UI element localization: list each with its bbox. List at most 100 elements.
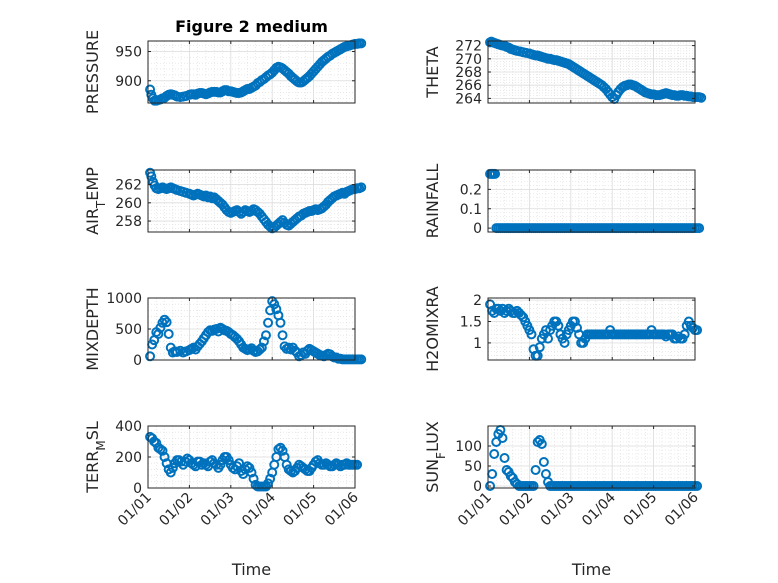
data-point <box>356 182 367 193</box>
x-tick-label: 01/02 <box>156 490 196 530</box>
data-point <box>489 449 500 459</box>
y-axis-label: AIRTEMP <box>83 167 108 235</box>
axes-box <box>147 169 356 233</box>
data-point <box>509 307 520 318</box>
y-tick-label: 100 <box>455 439 482 455</box>
x-tick-label: 01/02 <box>496 490 536 530</box>
data-point <box>258 336 269 347</box>
y-axis-label: TERRMSL <box>83 421 108 494</box>
data-point <box>165 467 176 478</box>
subplot-pressure: 900 950 PRESSURE Figure 2 medium <box>83 17 367 114</box>
y-axis-label-part: TERR <box>83 451 102 494</box>
y-tick-label: 268 <box>455 65 482 81</box>
y-tick-label: 0.2 <box>460 182 482 198</box>
y-tick-label: 264 <box>455 91 482 107</box>
data-point <box>159 314 170 325</box>
y-tick-label: 0 <box>473 479 482 495</box>
x-tick-label: 01/05 <box>281 490 321 530</box>
data-point <box>499 453 510 463</box>
subplot-rainfall: 0 0.1 0.2 RAINFALL <box>423 164 705 239</box>
y-axis-label-part: MIXDEPTH <box>83 287 102 370</box>
y-tick-label: 1000 <box>106 291 142 307</box>
y-axis-label: THETA <box>423 46 442 98</box>
axes-box <box>487 297 696 361</box>
y-tick-label: 400 <box>115 419 142 435</box>
data-point <box>260 330 271 341</box>
data-point <box>671 333 682 344</box>
data-point <box>155 322 166 333</box>
data-point <box>163 328 174 339</box>
data-point <box>553 320 564 331</box>
x-tick-label: 01/03 <box>198 490 238 530</box>
data-point <box>275 317 286 328</box>
y-axis-label-part: SL <box>83 421 102 440</box>
x-tick-label: 01/03 <box>538 490 578 530</box>
data-point <box>526 329 537 340</box>
data-point <box>485 481 496 491</box>
axes-box <box>147 40 356 104</box>
data-point <box>256 342 267 353</box>
data-point <box>145 351 156 362</box>
data-point <box>246 467 257 478</box>
y-axis-label-part: H2OMIXRA <box>423 286 442 372</box>
data-point <box>696 92 707 103</box>
subplot-air_temp: 258 260 262 AIRTEMP <box>83 167 367 235</box>
y-axis-label-subscript: F <box>434 452 448 459</box>
y-tick-label: 50 <box>464 459 482 475</box>
y-axis-label-part: AIR <box>83 208 102 235</box>
y-axis-label-subscript: T <box>94 200 108 209</box>
data-point <box>167 462 178 473</box>
x-tick-label: 01/01 <box>455 490 495 530</box>
data-point <box>536 439 547 449</box>
data-point <box>559 337 570 348</box>
y-axis-label: SUNFLUX <box>423 421 448 493</box>
data-point <box>538 457 549 467</box>
data-point <box>530 465 541 475</box>
axes-box <box>487 169 696 233</box>
x-tick-label: 01/06 <box>662 489 702 529</box>
x-tick-label: 01/06 <box>322 489 362 529</box>
subplot-h2omixra: 1 1.5 2 H2OMIXRA <box>423 286 703 372</box>
data-point <box>497 433 508 443</box>
y-tick-label: 500 <box>115 322 142 338</box>
y-axis-label: H2OMIXRA <box>423 286 442 372</box>
y-axis-label-part: LUX <box>423 421 442 452</box>
y-tick-label: 1.5 <box>460 315 482 331</box>
data-point <box>679 329 690 340</box>
data-point <box>543 333 554 344</box>
y-axis-label-part: PRESSURE <box>83 30 102 114</box>
y-tick-label: 270 <box>455 52 482 68</box>
y-tick-label: 950 <box>115 45 142 61</box>
y-axis-label-part: EMP <box>83 167 102 201</box>
data-point <box>352 459 363 470</box>
y-tick-label: 0.1 <box>460 202 482 218</box>
data-point <box>356 354 367 365</box>
data-point <box>271 304 282 315</box>
y-axis-label-part: THETA <box>423 46 442 98</box>
x-axis-label: Time <box>231 560 271 579</box>
data-point <box>145 84 156 95</box>
y-tick-label: 2 <box>473 293 482 309</box>
data-point <box>215 459 226 470</box>
data-point <box>263 478 274 489</box>
x-tick-label: 01/04 <box>239 489 279 529</box>
y-tick-label: 1 <box>473 336 482 352</box>
y-tick-label: 260 <box>115 196 142 212</box>
y-axis-label-subscript: M <box>94 440 108 450</box>
y-tick-label: 0 <box>473 221 482 237</box>
y-axis-label-part: SUN <box>423 459 442 493</box>
y-axis-label-part: RAINFALL <box>423 164 442 239</box>
x-axis-label: Time <box>571 560 611 579</box>
data-point <box>248 473 259 484</box>
y-axis-label: MIXDEPTH <box>83 287 102 370</box>
data-point <box>246 206 257 217</box>
data-point <box>157 445 168 456</box>
y-tick-label: 262 <box>115 178 142 194</box>
data-point <box>146 171 157 182</box>
y-axis-label: PRESSURE <box>83 30 102 114</box>
data-point <box>277 445 288 456</box>
y-tick-label: 266 <box>455 78 482 94</box>
